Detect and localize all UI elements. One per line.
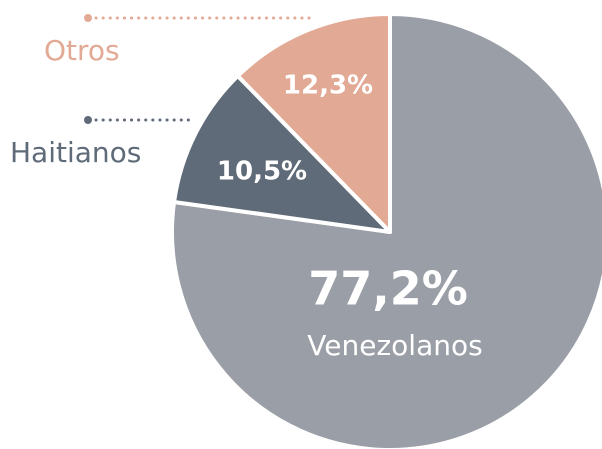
leader-dot (84, 116, 92, 124)
leader-dot (84, 14, 92, 22)
category-label: Otros (44, 34, 120, 67)
category-label: Haitianos (10, 136, 141, 169)
value-label: 10,5% (217, 157, 307, 187)
value-label: 12,3% (283, 71, 373, 101)
pie-slice (235, 12, 392, 234)
value-label: 77,2% (308, 262, 468, 316)
category-label: Venezolanos (307, 329, 482, 362)
pie-slice (172, 73, 392, 234)
pie-slice (170, 12, 602, 449)
